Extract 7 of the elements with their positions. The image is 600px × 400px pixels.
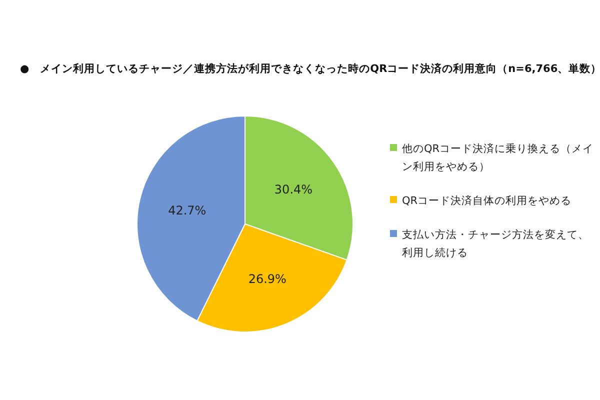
data-label: 30.4% bbox=[274, 182, 313, 197]
legend-label: QRコード決済自体の利用をやめる bbox=[402, 194, 572, 209]
legend-label: 他のQRコード決済に乗り換える（メイン利用をやめる） bbox=[402, 142, 595, 175]
legend-label: 支払い方法・チャージ方法を変えて、利用し続ける bbox=[402, 228, 590, 261]
data-label: 42.7% bbox=[168, 203, 206, 218]
data-label: 26.9% bbox=[248, 272, 286, 286]
chart-title: ● メイン利用しているチャージ／連携方法が利用できなくなった時のQRコード決済の利用意向（n=6,766、単数） bbox=[20, 62, 600, 76]
